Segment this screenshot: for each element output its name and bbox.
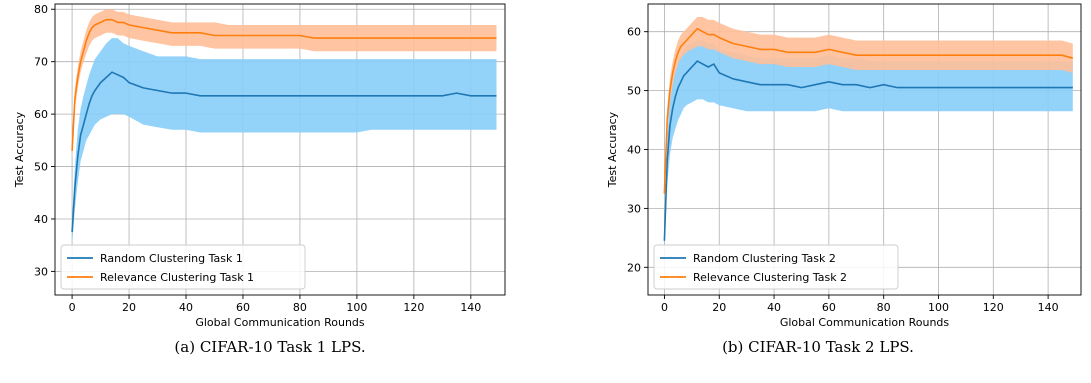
x-tick-label: 40 xyxy=(767,301,781,314)
y-tick-label: 30 xyxy=(34,265,48,278)
series-2-line xyxy=(663,27,1074,194)
y-tick-label: 50 xyxy=(627,85,641,98)
y-tick-label: 70 xyxy=(34,56,48,69)
x-tick-label: 60 xyxy=(822,301,836,314)
x-tick-label: 120 xyxy=(403,301,424,314)
x-tick-label: 0 xyxy=(661,301,668,314)
series-1-line xyxy=(71,71,497,233)
x-tick-label: 140 xyxy=(1038,301,1059,314)
y-tick-label: 60 xyxy=(34,108,48,121)
x-tick-label: 80 xyxy=(877,301,891,314)
y-tick-label: 60 xyxy=(627,26,641,39)
chart-b-caption: (b) CIFAR-10 Task 2 LPS. xyxy=(722,338,914,356)
x-tick-label: 140 xyxy=(460,301,481,314)
x-tick-label: 20 xyxy=(122,301,136,314)
legend-box xyxy=(60,244,306,290)
y-axis-label: Test Accuracy xyxy=(13,111,26,188)
y-tick-label: 20 xyxy=(627,261,641,274)
y-tick-label: 40 xyxy=(627,144,641,157)
legend-label-1: Random Clustering Task 1 xyxy=(100,252,243,265)
y-tick-label: 50 xyxy=(34,161,48,174)
series-2-band xyxy=(72,9,497,162)
legend-label-2: Relevance Clustering Task 1 xyxy=(100,271,254,284)
series-1-line xyxy=(663,60,1073,241)
chart-a-caption: (a) CIFAR-10 Task 1 LPS. xyxy=(174,338,366,356)
x-tick-label: 0 xyxy=(69,301,76,314)
y-tick-label: 40 xyxy=(34,213,48,226)
plot-frame xyxy=(54,3,506,296)
series-1-band xyxy=(664,40,1073,250)
chart-a: 0 20 40 60 80 100 120 140 30 40 50 60 70 80 Global Com… xyxy=(13,3,506,329)
legend-label-2: Relevance Clustering Task 2 xyxy=(693,271,847,284)
x-axis-label: Global Communication Rounds xyxy=(195,316,365,329)
x-axis-label: Global Communication Rounds xyxy=(780,316,950,329)
series-2-line xyxy=(71,18,497,151)
y-tick-label: 80 xyxy=(34,3,48,16)
x-tick-label: 80 xyxy=(293,301,307,314)
chart-panel-b: 0 20 40 60 80 100 120 140 20 30 40 50 60 Global Commu… xyxy=(545,0,1091,383)
x-tick-label: 40 xyxy=(179,301,193,314)
x-tick-label: 100 xyxy=(346,301,367,314)
series-1-band xyxy=(72,38,497,246)
chart-b: 0 20 40 60 80 100 120 140 20 30 40 50 60 Global Commu… xyxy=(606,3,1082,329)
x-tick-label: 100 xyxy=(928,301,949,314)
y-tick-label: 30 xyxy=(627,202,641,215)
series-2-band xyxy=(664,17,1073,203)
legend-box xyxy=(653,244,899,290)
x-tick-label: 20 xyxy=(712,301,726,314)
y-axis-label: Test Accuracy xyxy=(606,111,619,188)
legend-label-1: Random Clustering Task 2 xyxy=(693,252,836,265)
x-tick-label: 120 xyxy=(983,301,1004,314)
chart-panel-a: 0 20 40 60 80 100 120 140 30 40 50 60 70 80 Global Com… xyxy=(0,0,540,383)
x-tick-label: 60 xyxy=(236,301,250,314)
